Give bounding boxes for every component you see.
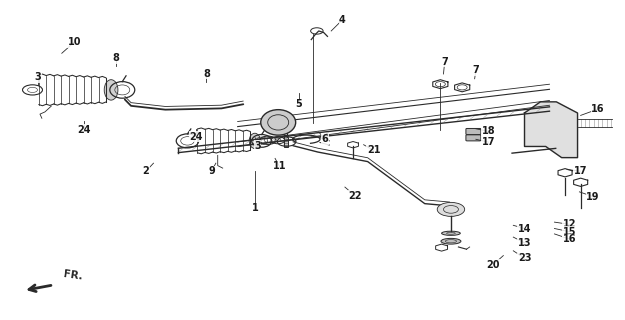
Text: 17: 17 — [482, 137, 495, 147]
Text: 3: 3 — [35, 72, 41, 82]
FancyBboxPatch shape — [466, 135, 481, 141]
Ellipse shape — [261, 110, 296, 135]
Text: 13: 13 — [518, 238, 531, 248]
Text: 10: 10 — [68, 37, 81, 47]
Text: 24: 24 — [189, 132, 202, 142]
Text: 2: 2 — [142, 166, 149, 176]
Text: 7: 7 — [472, 65, 479, 75]
Text: 16: 16 — [562, 234, 576, 244]
Ellipse shape — [249, 133, 261, 148]
Text: 8: 8 — [203, 69, 210, 79]
Polygon shape — [524, 102, 578, 158]
Text: 7: 7 — [441, 57, 448, 67]
Text: 24: 24 — [77, 125, 91, 135]
Text: 4: 4 — [339, 15, 346, 25]
Circle shape — [438, 202, 464, 216]
Ellipse shape — [442, 231, 460, 235]
Text: 3: 3 — [254, 141, 261, 151]
Text: 5: 5 — [296, 99, 302, 109]
Text: 16: 16 — [591, 104, 605, 114]
Text: 18: 18 — [481, 126, 495, 136]
FancyBboxPatch shape — [466, 128, 481, 134]
Text: 17: 17 — [574, 166, 588, 176]
Text: 1: 1 — [252, 204, 259, 213]
Text: 9: 9 — [208, 166, 215, 176]
Ellipse shape — [441, 238, 461, 244]
Text: FR.: FR. — [63, 269, 84, 282]
Bar — [284, 134, 289, 147]
Ellipse shape — [104, 80, 118, 100]
Text: 15: 15 — [562, 227, 576, 237]
Text: 12: 12 — [562, 219, 576, 229]
Text: 14: 14 — [518, 223, 531, 234]
Text: 22: 22 — [348, 191, 362, 201]
Text: 21: 21 — [367, 146, 381, 156]
Text: 23: 23 — [518, 253, 531, 263]
Text: 11: 11 — [272, 161, 286, 172]
Text: 19: 19 — [586, 192, 600, 202]
Text: 20: 20 — [487, 260, 500, 269]
Text: 6: 6 — [322, 134, 328, 144]
Text: 8: 8 — [112, 53, 119, 63]
